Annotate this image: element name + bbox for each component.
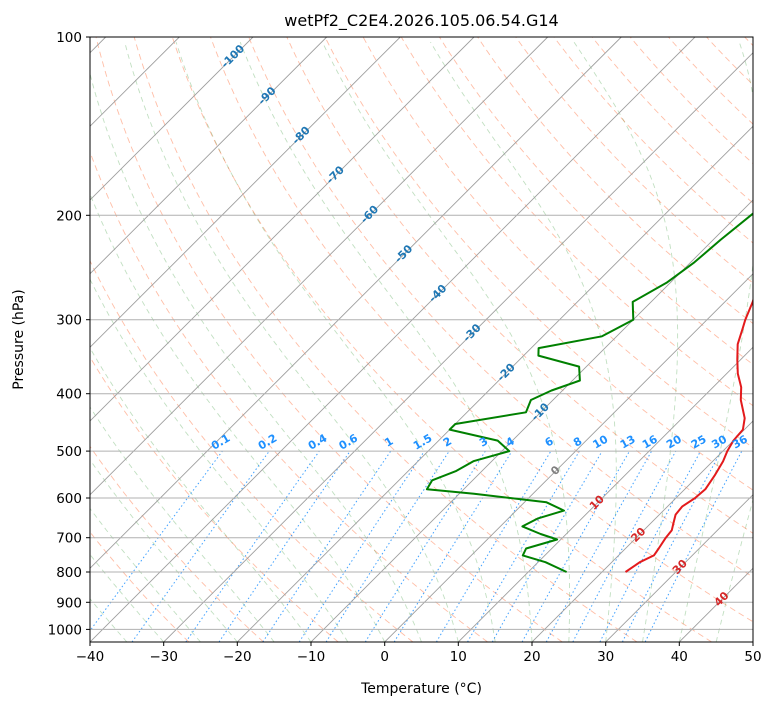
x-tick-label: −30 — [149, 649, 178, 665]
mixing-ratio-line — [521, 450, 630, 642]
dry-adiabat — [629, 37, 753, 165]
mixing-ratio-line — [364, 450, 486, 642]
temperature-line — [624, 297, 753, 573]
y-tick-label: 200 — [56, 208, 82, 224]
y-tick-label: 1000 — [48, 622, 82, 638]
x-tick-label: 10 — [450, 649, 467, 665]
y-tick-label: 900 — [56, 595, 82, 611]
y-tick-label: 600 — [56, 491, 82, 507]
x-tick-label: 30 — [597, 649, 614, 665]
isotherm-line — [90, 37, 549, 496]
dry-adiabat — [400, 37, 753, 407]
isotherm-line — [457, 346, 753, 642]
moist-adiabat — [90, 598, 128, 642]
y-tick-label: 700 — [56, 531, 82, 547]
moist-adiabat — [90, 71, 422, 642]
y-axis-title: Pressure (hPa) — [11, 289, 27, 389]
x-tick-label: 50 — [744, 649, 761, 665]
x-tick-label: −20 — [223, 649, 252, 665]
background-lines — [90, 37, 753, 642]
isotherm-line — [236, 125, 753, 642]
isotherm-line — [90, 37, 328, 275]
isotherm-line — [384, 273, 753, 642]
isotherm-line — [90, 37, 254, 201]
isotherm-line — [90, 37, 401, 348]
dry-adiabat — [171, 37, 712, 642]
dry-adiabat — [591, 37, 753, 204]
moist-adiabat — [124, 41, 459, 642]
isotherm-line — [163, 52, 753, 642]
moist-adiabat — [239, 41, 533, 642]
x-tick-label: 40 — [671, 649, 688, 665]
dry-adiabat — [90, 259, 414, 642]
x-axis-title: Temperature (°C) — [360, 681, 482, 697]
moist-adiabat — [573, 41, 679, 642]
axes: −40 −30 −20 −10 0 10 20 30 40 50 100 200 300 400 500 60… — [48, 30, 762, 665]
mixing-ratio-line — [218, 450, 351, 642]
moist-adiabat — [90, 192, 386, 642]
profile-lines — [425, 212, 753, 573]
isotherm-line — [605, 494, 753, 642]
isotherm-line — [90, 37, 622, 569]
isotherm-line — [531, 420, 753, 642]
mixing-ratio-line — [491, 450, 603, 642]
moist-adiabat — [90, 553, 165, 642]
chart-title: wetPf2_C2E4.2026.105.06.54.G14 — [284, 11, 558, 31]
isotherm-line — [90, 37, 696, 642]
mixing-ratio-line — [393, 450, 513, 642]
dewpoint-line — [425, 212, 753, 573]
isotherm-line — [90, 37, 475, 422]
dry-adiabat — [324, 37, 753, 491]
dry-adiabat — [477, 37, 753, 325]
moist-adiabat — [90, 278, 349, 642]
mixing-ratio-line — [325, 450, 450, 642]
x-tick-label: −10 — [297, 649, 326, 665]
y-tick-label: 500 — [56, 444, 82, 460]
mixing-ratio-line — [572, 450, 677, 642]
mixing-ratio-line — [185, 450, 320, 642]
moist-adiabat — [430, 41, 617, 642]
dry-adiabat — [515, 37, 753, 284]
mixing-ratio-line — [131, 450, 270, 642]
dry-adiabat — [210, 37, 753, 623]
mixing-ratio-line — [435, 450, 552, 642]
moist-adiabat — [321, 41, 571, 642]
dry-adiabat — [95, 37, 563, 642]
mixing-ratio-line — [467, 450, 580, 642]
moist-adiabat — [90, 458, 238, 642]
dry-adiabat — [248, 37, 753, 578]
isotherm-line — [310, 199, 753, 642]
dry-adiabat — [133, 37, 638, 642]
x-tick-label: 0 — [380, 649, 389, 665]
mixing-ratio-line — [90, 450, 223, 632]
y-tick-label: 300 — [56, 313, 82, 329]
plot-frame — [89, 36, 754, 643]
x-tick-label: 20 — [523, 649, 540, 665]
x-tick-label: −40 — [76, 649, 105, 665]
y-tick-label: 800 — [56, 565, 82, 581]
dry-adiabat — [90, 445, 264, 642]
moist-adiabat — [175, 41, 496, 642]
y-tick-label: 100 — [56, 30, 82, 46]
y-tick-label: 400 — [56, 387, 82, 403]
